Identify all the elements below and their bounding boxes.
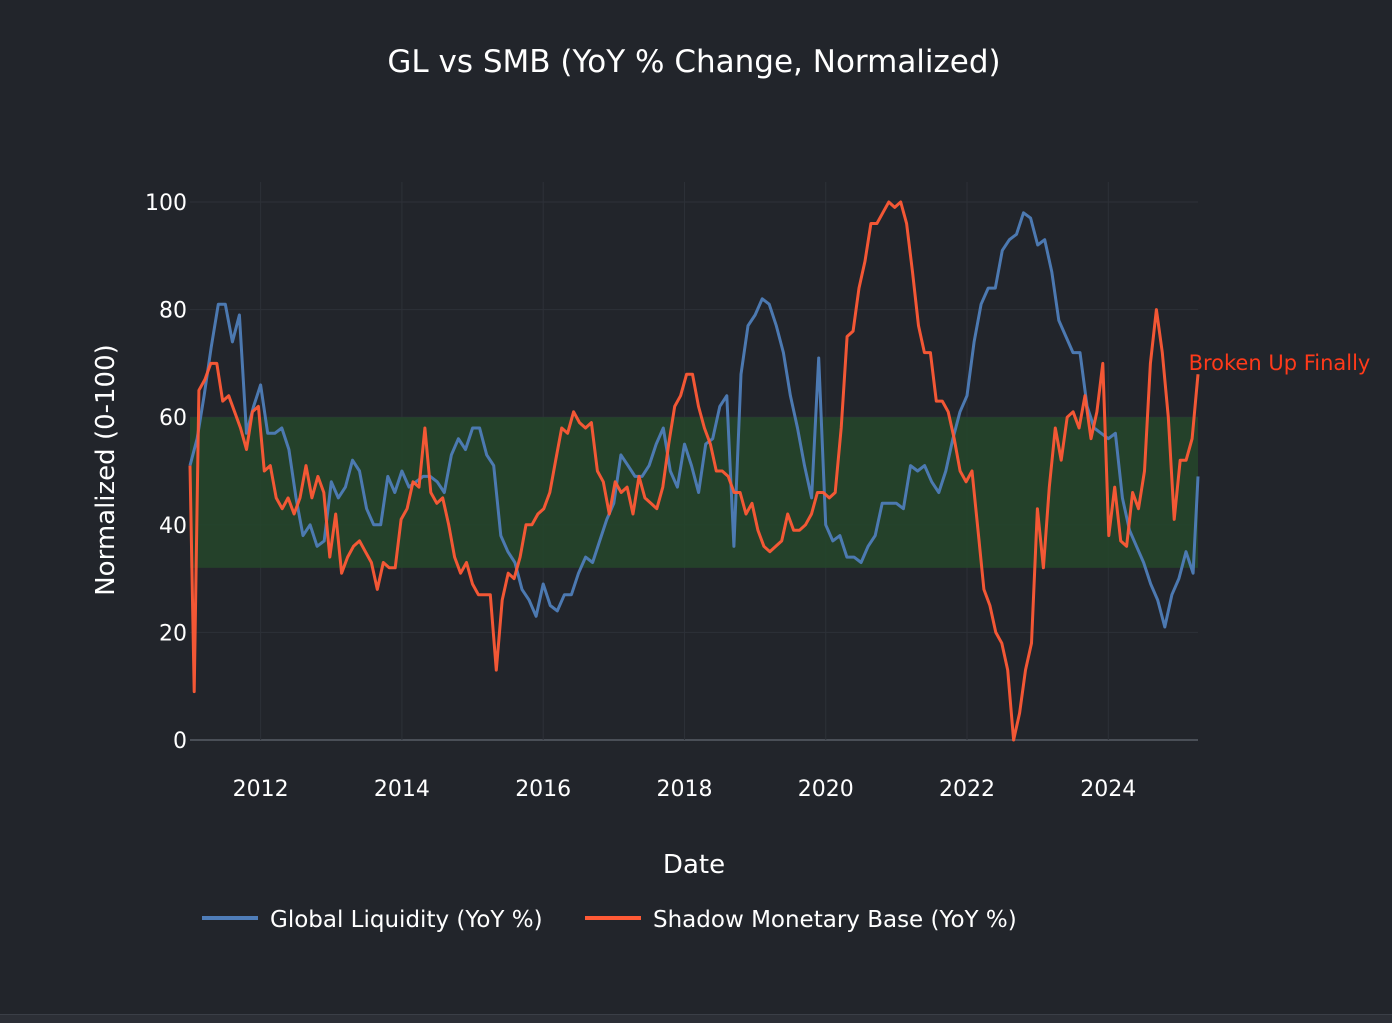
y-tick-label: 0 bbox=[173, 729, 187, 754]
axis-ticks: 0 20 40 60 80 100 2012 2014 2016 2018 2020 2022 2024 bbox=[145, 191, 1136, 802]
annotation-broken-up: Broken Up Finally bbox=[1189, 351, 1371, 375]
y-tick-label: 40 bbox=[159, 514, 187, 539]
x-tick-label: 2024 bbox=[1080, 777, 1136, 802]
y-tick-label: 100 bbox=[145, 191, 187, 216]
legend-label-smb: Shadow Monetary Base (YoY %) bbox=[653, 907, 1017, 933]
series-layer bbox=[188, 200, 1200, 742]
y-axis-label: Normalized (0-100) bbox=[91, 344, 121, 596]
x-tick-label: 2022 bbox=[939, 777, 995, 802]
y-tick-label: 60 bbox=[159, 406, 187, 431]
x-tick-label: 2020 bbox=[798, 777, 854, 802]
series-line-global-liquidity bbox=[188, 211, 1200, 629]
chart-title: GL vs SMB (YoY % Change, Normalized) bbox=[387, 44, 1000, 80]
x-axis-label: Date bbox=[663, 850, 725, 880]
x-tick-label: 2014 bbox=[374, 777, 430, 802]
window-bottom-edge bbox=[0, 1014, 1392, 1023]
y-tick-label: 20 bbox=[159, 621, 187, 646]
x-tick-label: 2018 bbox=[656, 777, 712, 802]
x-tick-label: 2016 bbox=[515, 777, 571, 802]
y-tick-label: 80 bbox=[159, 299, 187, 324]
legend: Global Liquidity (YoY %) Shadow Monetary… bbox=[202, 907, 1017, 933]
series-line-shadow-monetary-base bbox=[188, 200, 1200, 742]
x-tick-label: 2012 bbox=[233, 777, 289, 802]
legend-label-gl: Global Liquidity (YoY %) bbox=[270, 907, 543, 933]
